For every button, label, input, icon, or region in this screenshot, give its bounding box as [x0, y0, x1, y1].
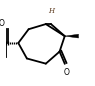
Text: O: O: [0, 18, 5, 28]
Text: O: O: [64, 68, 69, 77]
Polygon shape: [65, 34, 78, 38]
Text: H: H: [48, 7, 54, 15]
